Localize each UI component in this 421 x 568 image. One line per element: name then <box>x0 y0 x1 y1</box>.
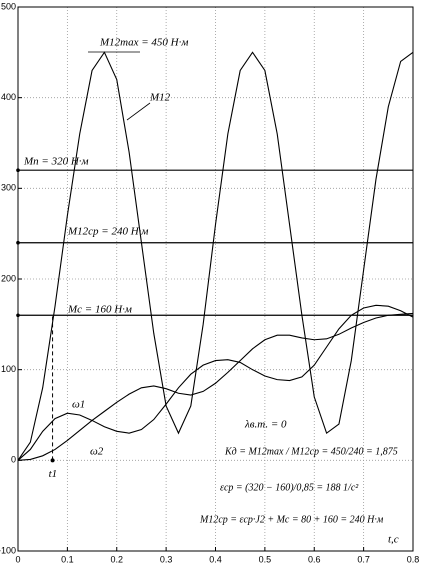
t1-dot <box>50 458 55 463</box>
x-tick-label: 0.6 <box>308 554 321 564</box>
series-label: ω2 <box>90 446 104 458</box>
series-label: M12 <box>149 92 171 104</box>
annotation: M12ср = εср·J2 + Mc = 80 + 160 = 240 Н·м <box>199 514 384 525</box>
annotation: λв.т. = 0 <box>244 419 287 431</box>
x-tick-label: 0.4 <box>209 554 222 564</box>
annotation: Kд = M12max / M12ср = 450/240 = 1,875 <box>224 446 398 457</box>
series-line <box>17 304 414 461</box>
annotation: M12ср = 240 Н·м <box>67 226 148 238</box>
annotation: M12max = 450 Н·м <box>99 37 188 49</box>
y-tick-label: 200 <box>1 273 16 283</box>
y-tick-label: 400 <box>1 92 16 102</box>
x-tick-label: 0.3 <box>160 554 173 564</box>
annotation: Mп = 320 Н·м <box>23 156 89 168</box>
y-tick-label: 500 <box>1 1 16 11</box>
reference-dot <box>16 240 20 245</box>
x-tick-label: 0.5 <box>259 554 272 564</box>
y-tick-label: 300 <box>1 183 16 193</box>
x-tick-label: 0 <box>15 554 20 564</box>
t1-label: t1 <box>49 468 58 480</box>
series-label: ω1 <box>72 399 85 411</box>
leader <box>126 102 151 121</box>
series-line <box>17 51 414 461</box>
y-tick-label: 0 <box>11 455 16 465</box>
annotation: Mс = 160 Н·м <box>67 304 132 316</box>
series-line <box>17 312 414 461</box>
plot-frame <box>17 6 414 552</box>
x-tick-label: 0.7 <box>357 554 370 564</box>
annotation: εср = (320 − 160)/0,85 = 188 1/c² <box>220 482 359 493</box>
x-tick-label: 0.1 <box>61 554 74 564</box>
x-axis-label: t,c <box>388 534 399 546</box>
y-tick-label: 100 <box>1 364 16 374</box>
y-tick-label: -100 <box>0 545 16 555</box>
reference-dot <box>16 313 20 318</box>
reference-dot <box>16 168 20 172</box>
x-tick-label: 0.8 <box>407 554 420 564</box>
x-tick-label: 0.2 <box>110 554 123 564</box>
